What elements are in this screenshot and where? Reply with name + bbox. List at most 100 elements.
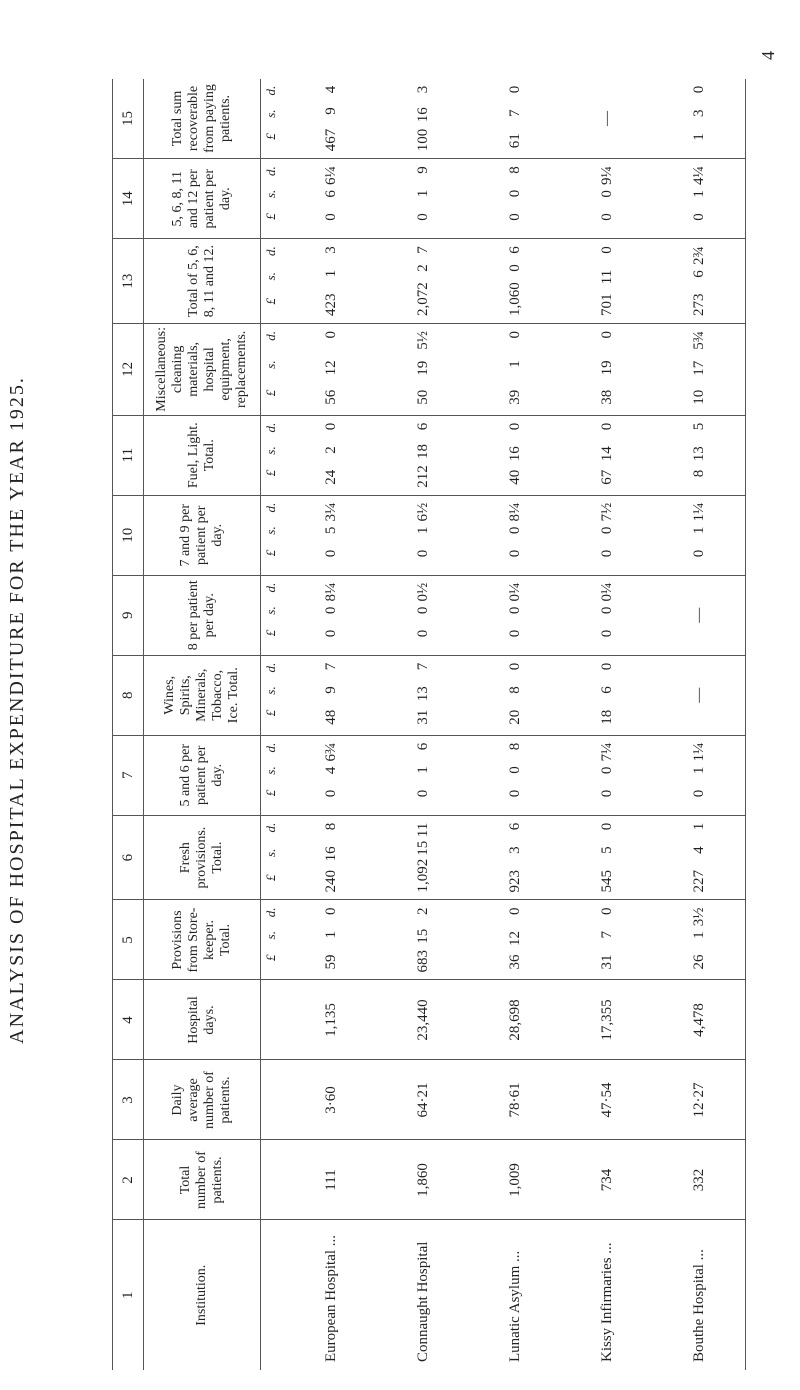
column-number-row: 1 2 3 4 5 6 7 8 9 10 11 12 13 14 15 (112, 78, 144, 1370)
amount: 0¼ (506, 582, 523, 602)
amount: 0 (414, 213, 431, 221)
cell: 3·60 (285, 1060, 377, 1140)
amount: 423 (322, 293, 339, 316)
money-cell: 467 9 4 (285, 78, 377, 159)
amount: 10 (690, 389, 707, 405)
amount: 3 (414, 85, 431, 94)
money: 923 3 6 (507, 819, 524, 897)
money: 0 1 6 (415, 739, 432, 812)
money: 0 0 8 (507, 162, 524, 235)
amount: 18 (414, 444, 431, 459)
money: 24 2 0 (323, 419, 340, 492)
data-row: Lunatic Asylum ... 1,009 78·61 28,698 36 12 0 9… (469, 78, 561, 1370)
institution: Kissy Infirmaries ... (598, 1242, 615, 1362)
amount: 0 (506, 907, 523, 916)
money: 240 16 8 (323, 819, 340, 897)
amount: 0 (322, 606, 339, 615)
cell: 1,009 (469, 1140, 561, 1220)
unit: £ (263, 549, 278, 557)
unit: d. (263, 85, 278, 96)
unit: s. (263, 109, 278, 118)
money: 2,072 2 7 (415, 242, 432, 320)
money-cell: 0 0 8 (469, 158, 561, 239)
money: 273 6 2¾ (691, 242, 708, 320)
amount: 3 (690, 109, 707, 117)
institution: Connaught Hospital (414, 1241, 431, 1362)
amount: 0 (506, 662, 523, 671)
money: 61 7 0 (507, 82, 524, 156)
money: 59 1 0 (323, 904, 340, 977)
expenditure-table: 1 2 3 4 5 6 7 8 9 10 11 12 13 14 15 Institution. Total n… (112, 78, 746, 1370)
unit-cell: £ s. d. (260, 238, 285, 324)
money-cell: 227 4 1 (653, 815, 746, 900)
money-cell: 59 1 0 (285, 900, 377, 980)
money-cell: 67 14 0 (561, 415, 653, 496)
amount: 61 (506, 133, 523, 149)
cell: 332 (653, 1140, 746, 1220)
money-cell: 240 16 8 (285, 815, 377, 900)
institution: Lunatic Asylum ... (506, 1250, 523, 1362)
amount: 14 (598, 446, 615, 462)
money-cell: 40 16 0 (469, 415, 561, 496)
amount: 7 (322, 662, 339, 671)
money-cell: 0 1 6 (377, 735, 469, 816)
amount: 31 (414, 709, 431, 725)
amount: 8 (506, 742, 523, 751)
cell: 17,355 (561, 980, 653, 1060)
money-cell: 1,060 0 6 (469, 238, 561, 324)
cell: 1,860 (377, 1140, 469, 1220)
amount: 0 (322, 629, 339, 638)
money-cell: 10 17 5¾ (653, 323, 746, 416)
column-number: 9 (112, 575, 144, 656)
data-row: Bouthe Hospital ... 332 12·27 4,478 26 1 3½ 227… (653, 78, 746, 1370)
cell: 23,440 (377, 980, 469, 1060)
money-units: £ s. d. (263, 499, 279, 572)
money: 0 1 1¼ (691, 739, 708, 812)
money-units: £ s. d. (263, 739, 279, 812)
money-cell: 39 1 0 (469, 323, 561, 416)
amount: 2,072 (414, 282, 431, 316)
amount: 0 (598, 766, 615, 775)
amount: 13 (414, 686, 431, 702)
amount: 5¾ (690, 331, 707, 350)
unit: d. (263, 502, 278, 513)
amount: 0 (322, 422, 339, 431)
money-cell: 0 0 8 (469, 735, 561, 816)
amount: 0 (506, 85, 523, 94)
money: 0 1 4¼ (691, 162, 708, 235)
money-cell: 423 1 3 (285, 238, 377, 324)
money-cell: 212 18 6 (377, 415, 469, 496)
column-header: Provisions from Store-keeper. Total. (143, 900, 261, 980)
money-cell: 31 7 0 (561, 900, 653, 980)
amount: 11 (414, 822, 431, 838)
amount: 2 (414, 907, 431, 916)
unit: £ (263, 954, 278, 962)
amount: 0 (598, 526, 615, 535)
amount: 5½ (414, 331, 431, 350)
money-units: £ s. d. (263, 82, 279, 156)
money-cell: 0 1 9 (377, 158, 469, 239)
amount: 0 (598, 549, 615, 558)
column-number: 13 (112, 238, 144, 324)
unit-cell: £ s. d. (260, 415, 285, 496)
amount: 16 (322, 846, 339, 862)
amount: 227 (690, 870, 707, 893)
amount: 1¼ (690, 742, 707, 762)
money: 0 6 6¼ (323, 162, 340, 235)
amount: 0 (506, 526, 523, 535)
column-number: 2 (112, 1140, 144, 1220)
amount: 5 (598, 846, 615, 854)
amount: 1 (414, 526, 431, 535)
money: 1,060 0 6 (507, 242, 524, 320)
unit-cell: £ s. d. (260, 900, 285, 980)
amount: 31 (598, 954, 615, 970)
money: 0 0 8 (507, 739, 524, 812)
amount: 26 (690, 954, 707, 970)
amount: 0 (506, 213, 523, 221)
amount: 1 (414, 189, 431, 198)
amount: 12 (322, 360, 339, 376)
unit: s. (263, 446, 278, 455)
money-cell: 26 1 3½ (653, 900, 746, 980)
amount: 3¼ (322, 502, 339, 522)
column-header: Wines, Spirits, Minerals, Tobacco, Ice. … (143, 655, 261, 736)
